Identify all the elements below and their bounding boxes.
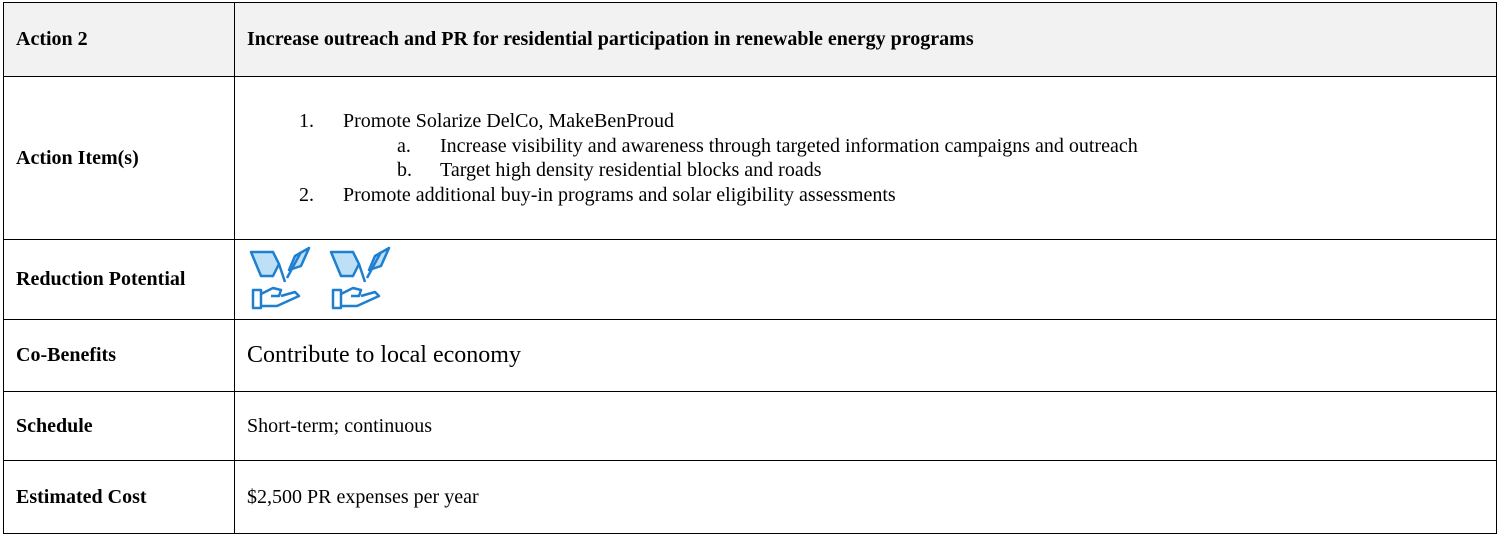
row-label: Action Item(s)	[3, 76, 235, 240]
plant-hand-icon	[249, 246, 311, 309]
marker: a.	[397, 134, 411, 157]
schedule: Short-term; continuous	[234, 391, 1497, 461]
marker: b.	[397, 159, 412, 181]
row: Reduction Potential	[3, 239, 1497, 320]
row-label: Estimated Cost	[3, 460, 235, 534]
item-text: Increase visibility and awareness throug…	[440, 134, 1138, 157]
marker: 1.	[299, 110, 314, 132]
item-text: Promote Solarize DelCo, MakeBenProud	[343, 110, 675, 132]
item-text: Target high density residential blocks a…	[440, 159, 822, 181]
reduction-icons	[234, 239, 1497, 320]
co-benefits: Contribute to local economy	[234, 319, 1497, 392]
row: Schedule Short-term; continuous	[3, 391, 1497, 461]
marker: 2.	[299, 183, 314, 206]
list-item: 1. Promote Solarize DelCo, MakeBenProud	[247, 109, 1496, 134]
estimated-cost: $2,500 PR expenses per year	[234, 460, 1497, 534]
row: Action Item(s) 1. Promote Solarize DelCo,…	[3, 76, 1497, 240]
row: Action 2 Increase outreach and PR for re…	[3, 2, 1497, 77]
row-label: Action 2	[3, 2, 235, 77]
row: Estimated Cost $2,500 PR expenses per ye…	[3, 460, 1497, 534]
action-table: Action 2 Increase outreach and PR for re…	[3, 2, 1497, 534]
list-item: b. Target high density residential blocks…	[247, 158, 1496, 183]
icons	[249, 246, 391, 309]
item-text: Promote additional buy-in programs and s…	[343, 183, 896, 206]
row-label: Reduction Potential	[3, 239, 235, 320]
list-item: a. Increase visibility and awareness thro…	[247, 134, 1496, 159]
row-label: Co-Benefits	[3, 319, 235, 392]
action-items: 1. Promote Solarize DelCo, MakeBenProud a…	[234, 76, 1497, 240]
row-label: Schedule	[3, 391, 235, 461]
list-item: 2. Promote additional buy-in programs and…	[247, 183, 1496, 208]
action-title: Increase outreach and PR for residential…	[234, 2, 1497, 77]
row: Co-Benefits Contribute to local economy	[3, 319, 1497, 392]
